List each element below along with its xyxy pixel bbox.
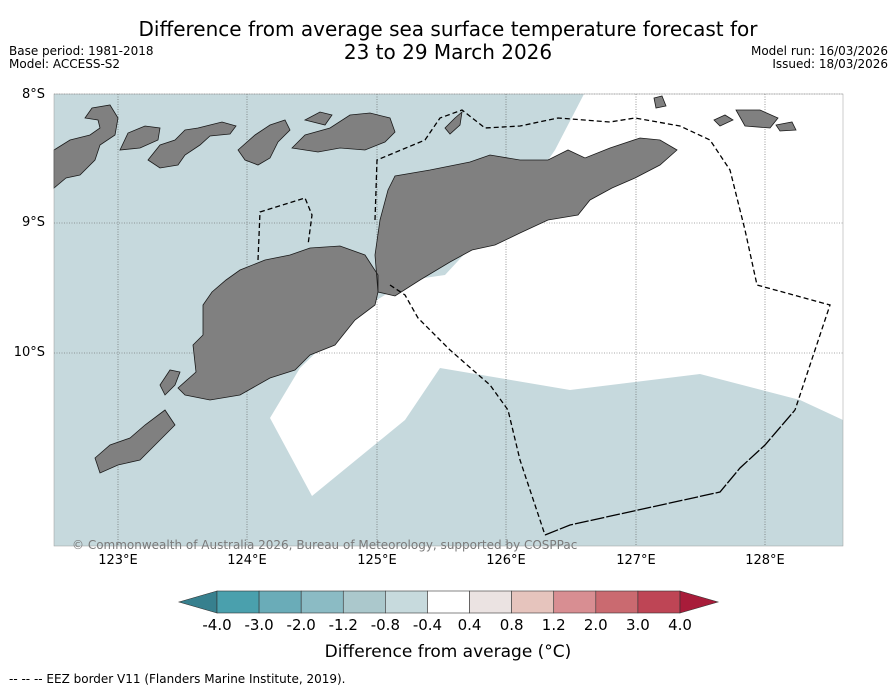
- colorbar-title: Difference from average (°C): [324, 642, 572, 662]
- colorbar: [177, 590, 720, 614]
- colorbar-segment: [469, 590, 512, 614]
- land-atauro: [444, 110, 463, 135]
- lon-label-126e: 126°E: [486, 553, 526, 568]
- colorbar-segment: [595, 590, 639, 614]
- colorbar-segment: [427, 590, 470, 614]
- colorbar-tick-label: -4.0: [202, 616, 232, 634]
- colorbar-tick-label: 0.8: [499, 616, 524, 634]
- land-pantar: [147, 121, 237, 169]
- eez-border-south: [544, 409, 796, 536]
- lon-label-127e: 127°E: [616, 553, 656, 568]
- issued-date: Issued: 18/03/2026: [772, 57, 888, 71]
- colorbar-tick-label: 0.4: [457, 616, 482, 634]
- land-small-1: [303, 111, 333, 126]
- land-small-3: [735, 109, 779, 129]
- colorbar-tick-label: -0.4: [412, 616, 443, 634]
- base-period: Base period: 1981-2018: [9, 44, 154, 58]
- meta-left: Base period: 1981-2018 Model: ACCESS-S2: [9, 45, 154, 71]
- lon-label-128e: 128°E: [745, 553, 785, 568]
- colorbar-tick-label: -1.2: [328, 616, 358, 634]
- colorbar-segment: [511, 590, 555, 614]
- map-title: Difference from average sea surface temp…: [0, 18, 896, 64]
- colorbar-tick-label: -2.0: [286, 616, 316, 634]
- copyright-notice: © Commonwealth of Australia 2026, Bureau…: [72, 538, 578, 552]
- colorbar-segment: [216, 590, 260, 614]
- colorbar-segment: [385, 590, 428, 614]
- land-rote: [159, 369, 181, 396]
- colorbar-segment: [300, 590, 344, 614]
- colorbar-tick-label: -3.0: [244, 616, 274, 634]
- map-frame: [53, 93, 844, 547]
- land-small-4: [713, 114, 734, 127]
- colorbar-under-arrow: [177, 590, 218, 614]
- title-line-2: 23 to 29 March 2026: [343, 40, 553, 64]
- meta-right: Model run: 16/03/2026 Issued: 18/03/2026: [751, 45, 888, 71]
- land-small-5: [775, 121, 797, 132]
- colorbar-segment: [258, 590, 302, 614]
- eez-legend-note: -- -- -- EEZ border V11 (Flanders Marine…: [9, 672, 346, 686]
- lat-label-9s: 9°S: [21, 215, 45, 230]
- land-savu-rote: [94, 409, 176, 474]
- lon-label-124e: 124°E: [227, 553, 267, 568]
- colorbar-tick-label: 2.0: [583, 616, 608, 634]
- lat-label-8s: 8°S: [21, 87, 45, 102]
- colorbar-tick-label: 1.2: [541, 616, 566, 634]
- land-alor: [237, 119, 291, 166]
- lon-label-125e: 125°E: [357, 553, 397, 568]
- eez-border: [257, 109, 831, 536]
- sea-neutral-area: [270, 94, 843, 496]
- land-wetar: [291, 112, 396, 153]
- colorbar-tick-label: -0.8: [370, 616, 400, 634]
- colorbar-segment: [342, 590, 386, 614]
- land-flores-east: [53, 104, 119, 189]
- land-timor: [177, 137, 678, 401]
- lon-label-123e: 123°E: [98, 553, 138, 568]
- colorbar-segment: [553, 590, 597, 614]
- lat-label-10s: 10°S: [13, 345, 45, 360]
- model-run: Model run: 16/03/2026: [750, 44, 888, 58]
- colorbar-tick-label: 4.0: [668, 616, 692, 634]
- land-masses: [53, 95, 797, 474]
- colorbar-tick-label: 3.0: [625, 616, 650, 634]
- colorbar-over-arrow: [679, 590, 720, 614]
- title-line-1: Difference from average sea surface temp…: [138, 17, 758, 41]
- land-lembata: [119, 125, 161, 151]
- colorbar-segment: [637, 590, 681, 614]
- model-name: Model: ACCESS-S2: [9, 57, 121, 71]
- land-small-2: [653, 95, 667, 109]
